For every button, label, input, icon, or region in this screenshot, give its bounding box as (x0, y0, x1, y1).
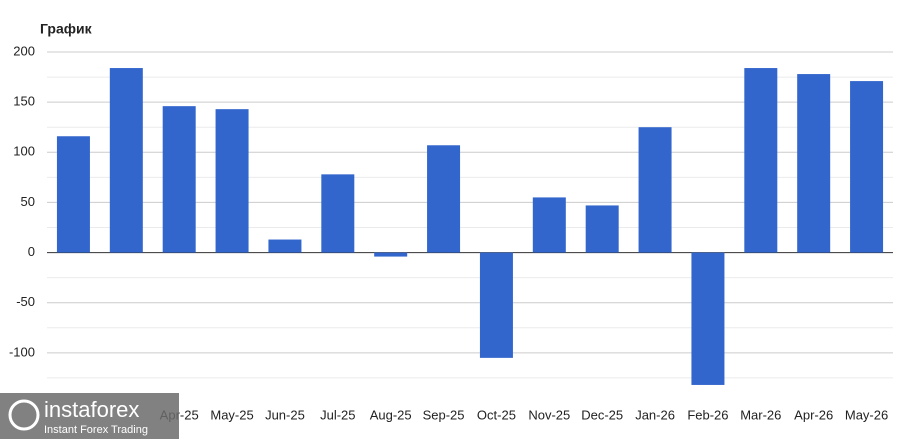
bar (268, 239, 302, 253)
x-tick-label: Dec-25 (581, 407, 623, 422)
bar (850, 81, 884, 253)
bar (691, 252, 725, 385)
x-tick-label: May-25 (210, 407, 253, 422)
bar (109, 68, 143, 253)
y-tick-label: 100 (13, 144, 35, 159)
x-tick-label: Feb-26 (687, 407, 728, 422)
bar (56, 136, 90, 253)
x-tick-label: Nov-25 (528, 407, 570, 422)
x-tick-label: May-26 (845, 407, 888, 422)
y-tick-label: 150 (13, 94, 35, 109)
bar (215, 109, 249, 253)
y-tick-label: 50 (21, 194, 35, 209)
bar (532, 197, 566, 253)
bar (162, 106, 196, 253)
y-tick-label: 0 (28, 244, 35, 259)
x-tick-label: Apr-26 (794, 407, 833, 422)
bar (585, 205, 619, 253)
bar (374, 252, 408, 257)
bar (427, 145, 461, 253)
x-tick-label: Jun-25 (265, 407, 305, 422)
x-tick-label: Jan-26 (635, 407, 675, 422)
watermark-tagline: Instant Forex Trading (44, 424, 148, 436)
x-tick-label: Aug-25 (370, 407, 412, 422)
x-tick-label: Jul-25 (320, 407, 355, 422)
x-tick-label: Mar-26 (740, 407, 781, 422)
watermark-icon (8, 399, 40, 431)
chart-title: График (40, 21, 93, 37)
y-tick-label: -50 (16, 294, 35, 309)
watermark: instaforex Instant Forex Trading (0, 393, 179, 439)
y-tick-label: 200 (13, 43, 35, 58)
x-tick-label: Oct-25 (477, 407, 516, 422)
bar (797, 74, 831, 253)
watermark-brand: instaforex (44, 397, 139, 422)
bar (638, 127, 672, 253)
y-tick-label: -100 (9, 344, 35, 359)
bar (479, 252, 513, 358)
bar (321, 174, 355, 253)
x-tick-label: Sep-25 (423, 407, 465, 422)
bar (744, 68, 778, 253)
